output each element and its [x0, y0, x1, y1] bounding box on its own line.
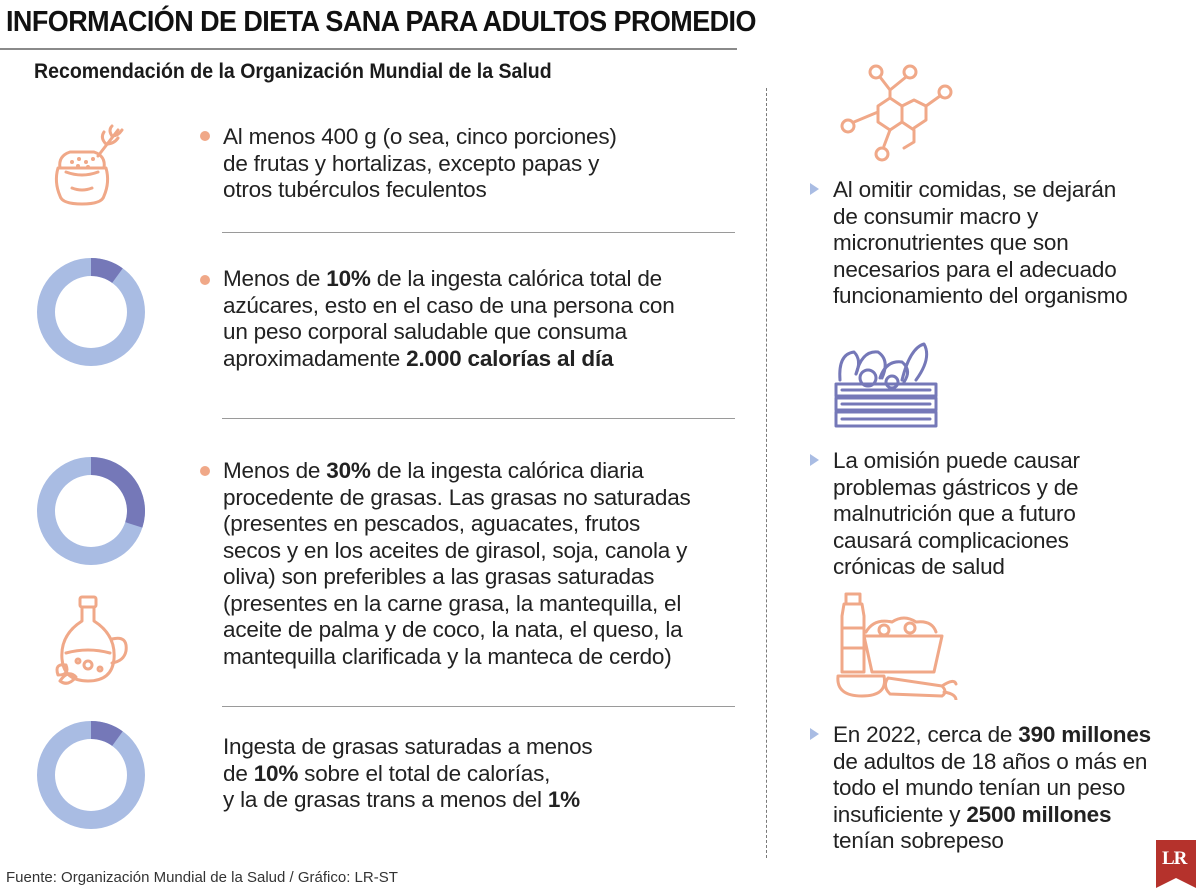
text-line: (presentes en pescados, aguacates, fruto…: [223, 511, 641, 536]
text-line: secos y en los aceites de girasol, soja,…: [223, 537, 688, 563]
text-line: de la ingesta calórica total de: [370, 266, 662, 291]
text-line: causará complicaciones: [833, 527, 1069, 553]
text-line: Al menos 400 g (o sea, cinco porciones): [223, 124, 617, 149]
text-line: mantequilla clarificada y la manteca de …: [223, 643, 672, 669]
text-line: otros tubérculos feculentos: [223, 177, 487, 202]
right-item-1-text: La omisión puede causar problemas gástri…: [833, 448, 1080, 581]
text-line: crónicas de salud: [833, 554, 1005, 579]
highlight-value: 1%: [547, 787, 580, 812]
highlight-value: 10%: [253, 760, 299, 786]
donut-chart-fats: [36, 456, 145, 566]
highlight-value: 390 millones: [1018, 722, 1151, 747]
text-line: Menos de: [223, 458, 327, 483]
molecule-icon: [840, 64, 953, 162]
bullet-triangle: [810, 454, 819, 466]
lr-logo-text: LR: [1162, 848, 1187, 869]
separator: [222, 706, 735, 707]
text-line: de: [223, 760, 254, 786]
right-item-2-text: En 2022, cerca de 390 millones de adulto…: [833, 722, 1151, 855]
left-item-1-text: Menos de 10% de la ingesta calórica tota…: [223, 266, 675, 372]
text-line: de la ingesta calórica diaria: [370, 458, 644, 483]
donut-remainder: [36, 257, 145, 367]
donut-share-segment: [91, 457, 145, 528]
text-line: y la de grasas trans a menos del: [223, 787, 548, 812]
text-line: azúcares, esto en el caso de una persona…: [223, 292, 675, 318]
text-line: Menos de: [223, 266, 327, 291]
text-line: procedente de grasas. Las grasas no satu…: [223, 484, 691, 510]
text-line: micronutrientes que son: [833, 230, 1069, 255]
highlight-value: 10%: [326, 266, 371, 291]
text-line: (presentes en la carne grasa, la mantequ…: [223, 590, 682, 616]
text-line: aproximadamente: [223, 345, 407, 371]
separator: [222, 418, 735, 419]
donut-share-segment: [91, 258, 123, 283]
left-item-3-text: Ingesta de grasas saturadas a menos de 1…: [223, 734, 593, 814]
left-item-2-text: Menos de 30% de la ingesta calórica diar…: [223, 458, 691, 670]
text-line: todo el mundo tenían un peso: [833, 775, 1126, 800]
right-item-0-text: Al omitir comidas, se dejarán de consumi…: [833, 177, 1128, 310]
donut-share-segment: [91, 721, 123, 746]
text-line: En 2022, cerca de: [833, 722, 1019, 747]
lr-logo: [1156, 840, 1196, 888]
text-line: de frutas y hortalizas, excepto papas y: [223, 150, 600, 176]
page-title: INFORMACIÓN DE DIETA SANA PARA ADULTOS P…: [6, 6, 756, 38]
bullet-dot: [200, 466, 210, 476]
grain-sack-icon: [54, 124, 124, 206]
left-item-0-text: Al menos 400 g (o sea, cinco porciones) …: [223, 124, 617, 204]
bullet-dot: [200, 131, 210, 141]
text-line: aceite de palma y de coco, la nata, el q…: [223, 617, 683, 642]
highlight-value: 2500 millones: [966, 801, 1112, 827]
donut-chart-sugar: [36, 257, 145, 367]
oil-bottle-icon: [55, 595, 128, 685]
bullet-dot: [200, 275, 210, 285]
column-divider: [766, 88, 767, 858]
highlight-value: 2.000 calorías al día: [406, 345, 614, 371]
text-line: problemas gástricos y de: [833, 474, 1079, 500]
text-line: de adultos de 18 años o más en: [833, 748, 1148, 774]
text-line: sobre el total de calorías,: [298, 760, 551, 786]
groceries-icon: [836, 592, 958, 700]
text-line: Al omitir comidas, se dejarán: [833, 177, 1117, 202]
title-underline: [0, 48, 737, 50]
highlight-value: 30%: [326, 458, 371, 483]
donut-remainder: [36, 720, 145, 830]
text-line: malnutrición que a futuro: [833, 501, 1076, 526]
donut-chart-saturated-fats: [36, 720, 145, 830]
vegetable-crate-icon: [834, 342, 938, 428]
text-line: funcionamiento del organismo: [833, 283, 1128, 308]
separator: [222, 232, 735, 233]
text-line: oliva) son preferibles a las grasas satu…: [223, 564, 655, 589]
page-subtitle: Recomendación de la Organización Mundial…: [34, 60, 552, 83]
text-line: La omisión puede causar: [833, 448, 1080, 473]
text-line: Ingesta de grasas saturadas a menos: [223, 734, 593, 759]
bullet-triangle: [810, 728, 819, 740]
source-credit: Fuente: Organización Mundial de la Salud…: [6, 869, 398, 886]
text-line: de consumir macro y: [833, 203, 1039, 229]
text-line: necesarios para el adecuado: [833, 256, 1117, 282]
text-line: un peso corporal saludable que consuma: [223, 319, 627, 344]
text-line: tenían sobrepeso: [833, 828, 1004, 853]
text-line: insuficiente y: [833, 801, 967, 827]
bullet-triangle: [810, 183, 819, 195]
